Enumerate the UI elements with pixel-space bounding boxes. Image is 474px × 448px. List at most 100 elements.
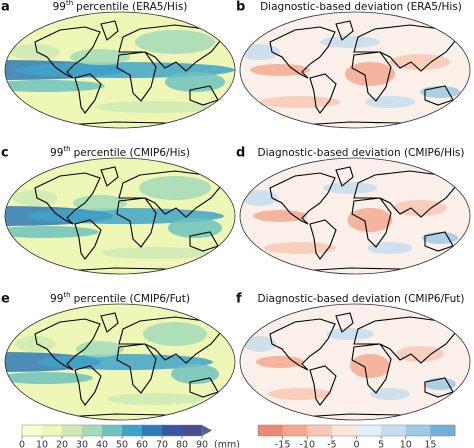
map-field xyxy=(70,49,130,65)
coastline xyxy=(34,166,222,273)
colorbar-frame xyxy=(21,424,203,437)
colorbar-segment xyxy=(331,425,357,436)
title-superscript: th xyxy=(66,0,73,7)
map-field xyxy=(260,96,340,108)
colorbar-segment xyxy=(62,425,83,436)
map-field xyxy=(422,232,458,244)
panel-title: Diagnostic-based deviation (ERA5/His) xyxy=(260,1,462,13)
map xyxy=(5,158,235,274)
title-text: percentile (ERA5/His) xyxy=(76,1,187,13)
map-field xyxy=(268,388,332,400)
panel: a 99th percentile (ERA5/His) xyxy=(1,0,236,129)
panel-title: Diagnostic-based deviation (CMIP6/Fut) xyxy=(258,293,465,305)
map-field xyxy=(242,190,278,206)
colorbar-segment xyxy=(356,425,382,436)
title-number: 99 xyxy=(53,1,66,13)
coastline xyxy=(34,20,222,127)
title-text: percentile (CMIP6/His) xyxy=(74,147,190,159)
coastline xyxy=(269,166,457,273)
map-field xyxy=(5,372,93,384)
map-field xyxy=(76,341,124,357)
panel: c 99th percentile (CMIP6/His) xyxy=(1,145,236,275)
map xyxy=(5,304,235,420)
map-field xyxy=(244,336,276,352)
colorbar-segment xyxy=(405,425,431,436)
map-field xyxy=(168,218,222,238)
tick-label: -10 xyxy=(299,440,315,448)
tick-label: 90 xyxy=(196,440,208,448)
map-field xyxy=(345,62,395,86)
map-outline xyxy=(4,303,236,421)
panel-label: a xyxy=(1,0,10,15)
colorbar-segment xyxy=(122,425,143,436)
map xyxy=(240,158,470,274)
map-field xyxy=(135,30,215,54)
map-field xyxy=(139,176,211,200)
panel-label: e xyxy=(1,292,10,307)
tick-label: 20 xyxy=(56,440,68,448)
map-field xyxy=(390,54,450,70)
map-field xyxy=(370,388,410,400)
panel-label: f xyxy=(236,292,242,307)
colorbar: 0 10 20 30 40 50 60 70 80 90 (mm) xyxy=(19,424,240,448)
tick-label: 30 xyxy=(76,440,88,448)
map-field xyxy=(347,208,393,232)
panel-label: b xyxy=(236,0,245,15)
colorbar-segment xyxy=(82,425,103,436)
title-number: 99 xyxy=(50,293,63,305)
map-field xyxy=(367,242,413,254)
map-field xyxy=(101,247,209,259)
map-field xyxy=(107,393,203,405)
map xyxy=(240,304,470,420)
colorbar-segment xyxy=(162,425,183,436)
map-field xyxy=(26,208,224,224)
colorbar-segment xyxy=(282,425,308,436)
tick-label: 60 xyxy=(136,440,148,448)
map-outline xyxy=(239,157,471,275)
colorbar-segment xyxy=(307,425,333,436)
map-field xyxy=(15,336,55,352)
tick-label: 10 xyxy=(400,440,412,448)
panel-title: 99th percentile (CMIP6/Fut) xyxy=(50,291,190,305)
map-field xyxy=(5,226,99,238)
tick-label: 0 xyxy=(19,440,25,448)
colorbar-extend xyxy=(202,425,212,436)
panel-label: c xyxy=(1,146,9,161)
panel-label: d xyxy=(236,146,245,161)
colorbar-segment xyxy=(142,425,163,436)
map-outline xyxy=(239,303,471,421)
map-field xyxy=(420,86,460,98)
tick-label: 10 xyxy=(36,440,48,448)
tick-label: 15 xyxy=(424,440,436,448)
tick-label: 70 xyxy=(156,440,168,448)
coastline xyxy=(269,20,457,127)
panel-title: Diagnostic-based deviation (CMIP6/His) xyxy=(258,147,465,159)
map-outline xyxy=(4,157,236,275)
map-field xyxy=(396,346,444,362)
map-field xyxy=(326,328,374,340)
map-field xyxy=(5,80,105,92)
map-field xyxy=(320,36,380,48)
colorbar-segment xyxy=(381,425,407,436)
tick-label: 50 xyxy=(116,440,128,448)
map-outline xyxy=(4,11,236,129)
tick-label: -15 xyxy=(275,440,291,448)
panel-title: 99th percentile (CMIP6/His) xyxy=(50,145,190,159)
colorbar: -15 -10 -5 0 5 10 15 xyxy=(257,424,456,448)
map-field xyxy=(253,210,307,222)
colorbar-segment xyxy=(182,425,203,436)
colorbar-segment xyxy=(258,425,284,436)
panel: b Diagnostic-based deviation (ERA5/His) xyxy=(236,0,471,129)
title-superscript: th xyxy=(63,145,70,153)
map-outline xyxy=(239,11,471,129)
colorbar-unit: (mm) xyxy=(214,440,240,448)
colorbar-segment xyxy=(102,425,123,436)
map-field xyxy=(95,101,215,113)
colorbar-segment xyxy=(42,425,63,436)
map-field xyxy=(10,44,60,60)
map xyxy=(240,12,470,128)
title-text: percentile (CMIP6/Fut) xyxy=(74,293,190,305)
map-field xyxy=(250,64,310,76)
panel: f Diagnostic-based deviation (CMIP6/Fut) xyxy=(236,292,471,421)
